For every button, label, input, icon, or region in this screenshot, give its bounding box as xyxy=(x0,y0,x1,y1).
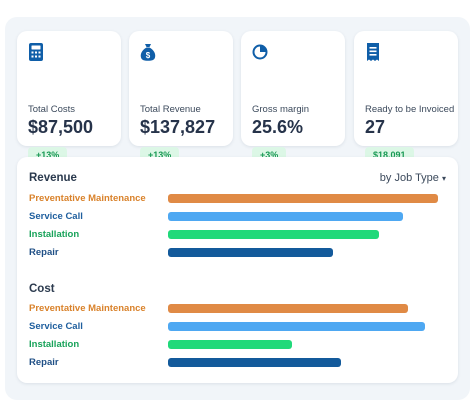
job-type-bar-chart-panel: Revenue by Job Type ▾ Preventative Maint… xyxy=(17,157,458,383)
kpi-value: $137,827 xyxy=(140,117,216,137)
revenue-label-repair: Repair xyxy=(29,247,59,258)
kpi-label: Total Revenue xyxy=(140,104,201,115)
kpi-value: 27 xyxy=(365,117,386,137)
kpi-card-ready-to-invoice[interactable]: Ready to be Invoiced 27 $18,091 xyxy=(354,31,458,164)
pie-chart-icon xyxy=(252,44,268,60)
cost-label-installation: Installation xyxy=(29,339,80,350)
receipt-icon xyxy=(367,43,379,61)
revenue-label-preventative-maintenance: Preventative Maintenance xyxy=(29,193,146,204)
revenue-bar-installation xyxy=(168,230,379,239)
cost-section-title: Cost xyxy=(29,283,55,295)
svg-text:$: $ xyxy=(146,51,151,60)
money-bag-icon: $ xyxy=(140,44,156,61)
revenue-bar-preventative-maintenance xyxy=(168,194,438,203)
filter-label: by Job Type xyxy=(379,172,439,184)
revenue-bar-service-call xyxy=(168,212,403,221)
kpi-card-gross-margin[interactable]: Gross margin 25.6% +3% xyxy=(241,31,345,164)
revenue-label-installation: Installation xyxy=(29,229,80,240)
cost-label-preventative-maintenance: Preventative Maintenance xyxy=(29,303,146,314)
cost-bar-preventative-maintenance xyxy=(168,304,408,313)
calculator-icon xyxy=(29,43,43,61)
cost-bar-installation xyxy=(168,340,292,349)
kpi-value: $87,500 xyxy=(28,117,94,137)
kpi-label: Ready to be Invoiced xyxy=(365,104,455,115)
cost-label-service-call: Service Call xyxy=(29,321,83,332)
revenue-section-title: Revenue xyxy=(29,172,77,184)
cost-label-repair: Repair xyxy=(29,357,59,368)
kpi-card-total-revenue[interactable]: $ Total Revenue $137,827 +13% xyxy=(129,31,233,164)
chevron-down-icon: ▾ xyxy=(441,174,446,183)
kpi-label: Gross margin xyxy=(252,104,310,115)
kpi-value: 25.6% xyxy=(252,117,304,137)
cost-bar-service-call xyxy=(168,322,425,331)
kpi-label: Total Costs xyxy=(28,104,75,115)
revenue-bar-repair xyxy=(168,248,333,257)
kpi-card-total-costs[interactable]: Total Costs $87,500 +13% xyxy=(17,31,121,164)
job-type-filter-dropdown[interactable]: by Job Type ▾ xyxy=(380,172,446,184)
revenue-label-service-call: Service Call xyxy=(29,211,83,222)
cost-bar-repair xyxy=(168,358,341,367)
